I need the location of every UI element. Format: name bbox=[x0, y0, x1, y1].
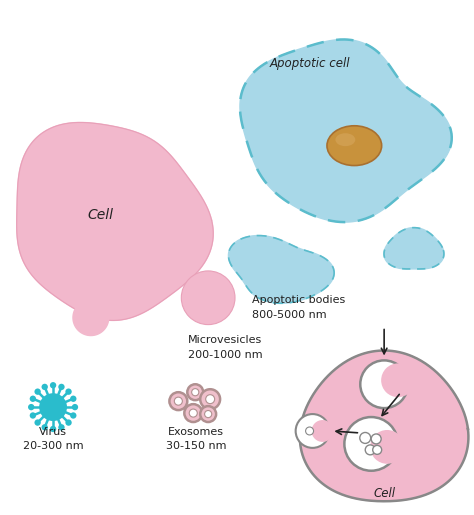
Circle shape bbox=[65, 388, 72, 395]
Circle shape bbox=[184, 404, 202, 422]
Circle shape bbox=[296, 414, 329, 448]
Circle shape bbox=[200, 389, 220, 409]
Text: Exosomes
30-150 nm: Exosomes 30-150 nm bbox=[166, 427, 227, 451]
Text: Apoptotic cell: Apoptotic cell bbox=[269, 57, 350, 70]
Polygon shape bbox=[384, 228, 444, 269]
Circle shape bbox=[206, 394, 215, 404]
Polygon shape bbox=[17, 123, 213, 320]
Text: Apoptotic bodies
800-5000 nm: Apoptotic bodies 800-5000 nm bbox=[252, 295, 345, 320]
Circle shape bbox=[200, 406, 216, 422]
Circle shape bbox=[28, 404, 35, 410]
Text: Virus
20-300 nm: Virus 20-300 nm bbox=[23, 427, 83, 451]
Polygon shape bbox=[73, 300, 109, 336]
Circle shape bbox=[169, 392, 187, 410]
Circle shape bbox=[345, 417, 398, 471]
Text: Cell: Cell bbox=[88, 208, 114, 222]
Text: Cell: Cell bbox=[373, 487, 395, 500]
Ellipse shape bbox=[336, 133, 356, 146]
Circle shape bbox=[373, 445, 382, 454]
Circle shape bbox=[42, 424, 48, 431]
Circle shape bbox=[187, 384, 203, 400]
Circle shape bbox=[58, 424, 64, 431]
Circle shape bbox=[189, 409, 197, 417]
Circle shape bbox=[50, 382, 56, 388]
Circle shape bbox=[365, 445, 375, 455]
Polygon shape bbox=[300, 351, 468, 501]
Circle shape bbox=[35, 388, 41, 395]
Circle shape bbox=[360, 433, 371, 443]
Circle shape bbox=[182, 271, 235, 324]
Circle shape bbox=[371, 434, 381, 444]
Circle shape bbox=[70, 396, 76, 402]
Circle shape bbox=[191, 389, 199, 396]
Polygon shape bbox=[228, 235, 334, 303]
Circle shape bbox=[311, 420, 333, 442]
Circle shape bbox=[50, 426, 56, 432]
Ellipse shape bbox=[327, 126, 382, 165]
Circle shape bbox=[30, 396, 36, 402]
Circle shape bbox=[39, 393, 67, 421]
Circle shape bbox=[381, 364, 415, 397]
Circle shape bbox=[42, 384, 48, 390]
Circle shape bbox=[360, 360, 408, 408]
Circle shape bbox=[35, 419, 41, 426]
Circle shape bbox=[205, 410, 212, 418]
Polygon shape bbox=[240, 40, 452, 222]
Circle shape bbox=[306, 427, 313, 435]
Circle shape bbox=[65, 419, 72, 426]
Text: Microvesicles
200-1000 nm: Microvesicles 200-1000 nm bbox=[188, 335, 263, 360]
Circle shape bbox=[58, 384, 64, 390]
Circle shape bbox=[370, 430, 404, 464]
Circle shape bbox=[72, 404, 78, 410]
Circle shape bbox=[70, 413, 76, 419]
Circle shape bbox=[174, 397, 182, 405]
Circle shape bbox=[30, 413, 36, 419]
